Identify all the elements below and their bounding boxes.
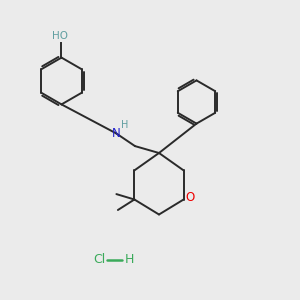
Text: Cl: Cl xyxy=(93,253,105,266)
Text: H: H xyxy=(121,120,128,130)
Text: HO: HO xyxy=(52,32,68,41)
Text: H: H xyxy=(124,253,134,266)
Text: O: O xyxy=(186,190,195,204)
Text: N: N xyxy=(112,127,121,140)
